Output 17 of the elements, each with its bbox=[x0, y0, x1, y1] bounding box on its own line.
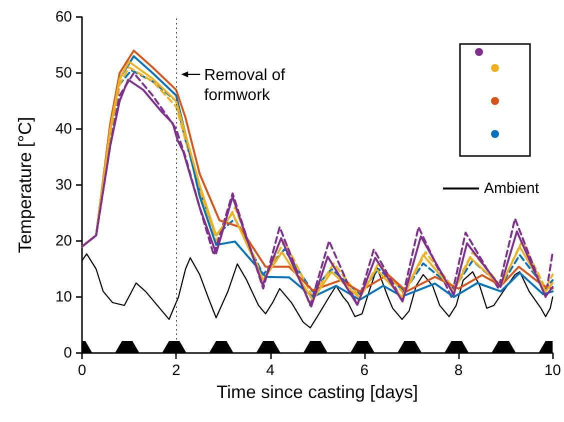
y-tick-label: 10 bbox=[55, 288, 72, 306]
x-tick-label: 10 bbox=[544, 362, 561, 379]
y-tick-label: 30 bbox=[55, 176, 72, 194]
legend-label: Ambient bbox=[484, 180, 540, 197]
y-tick-label: 50 bbox=[55, 64, 72, 82]
y-tick-label: 0 bbox=[64, 344, 72, 362]
y-axis-title: Temperature [°C] bbox=[15, 116, 35, 254]
x-tick-label: 2 bbox=[172, 362, 180, 379]
x-tick-label: 8 bbox=[454, 362, 463, 379]
annotation: Removal of formwork bbox=[204, 66, 290, 104]
x-tick-label: 4 bbox=[266, 362, 274, 379]
y-tick-label: 40 bbox=[55, 120, 72, 138]
y-tick-label: 60 bbox=[55, 8, 72, 26]
x-axis-title: Time since casting [days] bbox=[216, 382, 418, 402]
x-tick-label: 6 bbox=[360, 362, 369, 379]
x-tick-label: 0 bbox=[78, 362, 86, 379]
y-tick-label: 20 bbox=[55, 232, 72, 250]
